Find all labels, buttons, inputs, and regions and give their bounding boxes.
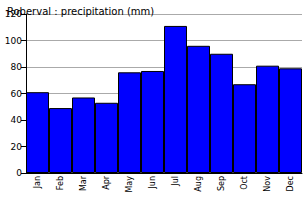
svg-text:Jan: Jan bbox=[33, 176, 42, 189]
svg-text:20: 20 bbox=[11, 142, 23, 152]
svg-text:Apr: Apr bbox=[102, 175, 111, 190]
svg-text:Aug: Aug bbox=[194, 176, 203, 192]
svg-text:Sep: Sep bbox=[217, 176, 226, 191]
svg-text:Nov: Nov bbox=[263, 176, 272, 192]
svg-text:80: 80 bbox=[11, 62, 23, 72]
svg-text:Oct: Oct bbox=[240, 176, 249, 190]
svg-text:Dec: Dec bbox=[286, 176, 295, 191]
svg-text:Jun: Jun bbox=[148, 176, 157, 190]
svg-text:Jul: Jul bbox=[171, 176, 180, 187]
svg-text:Feb: Feb bbox=[56, 176, 65, 190]
svg-text:Roberval : precipitation (mm): Roberval : precipitation (mm) bbox=[7, 6, 154, 17]
svg-text:Mar: Mar bbox=[79, 175, 88, 191]
svg-text:40: 40 bbox=[11, 115, 23, 125]
svg-text:May: May bbox=[125, 176, 134, 193]
svg-text:0: 0 bbox=[16, 168, 22, 178]
svg-text:100: 100 bbox=[5, 36, 22, 46]
svg-text:60: 60 bbox=[11, 89, 23, 99]
